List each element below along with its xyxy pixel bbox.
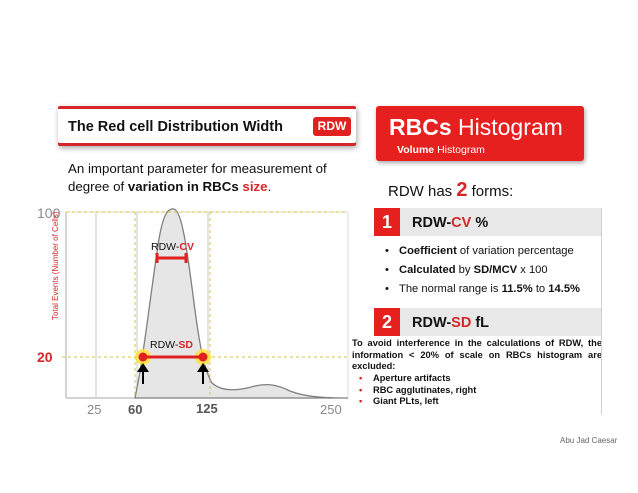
section2-label-red: SD [451,315,472,331]
section2-number: 2 [374,308,400,336]
section1-label-b: % [471,215,489,231]
section2-label: RDW-SD fL [412,315,489,331]
y-tick-20: 20 [37,349,53,365]
sd-label: RDW-SD [150,339,193,351]
rbc-title-rest: Histogram [451,114,563,140]
item-bold: 11.5% [501,283,533,295]
forms-line: RDW has 2 forms: [388,179,513,202]
sd-label-red: SD [178,339,193,351]
section2-list: Aperture artifacts RBC agglutinates, rig… [357,373,476,408]
section1-label-a: RDW- [412,215,452,231]
rbc-header [376,106,584,161]
cv-label-prefix: RDW- [151,241,180,253]
item-mid: to [532,283,549,295]
arrow-up-left-icon [137,363,149,384]
sd-point-left [138,352,148,362]
y-tick-100: 100 [37,205,61,221]
intro-size-word: size [242,179,268,194]
item-bold: Calculated [399,264,456,276]
intro-end: . [267,179,272,194]
cv-label: RDW-CV [151,241,194,253]
forms-pre: RDW has [388,183,457,200]
intro-text: An important parameter for measurement o… [68,160,358,196]
section2-bar [374,308,602,336]
rbc-title-bold: RBCs [389,114,452,140]
rbc-sub-bold: Volume [397,144,435,156]
intro-part-a: An important parameter for measurement o… [68,161,327,194]
author-credit: Abu Jad Caesar [560,436,618,445]
item-rest: by [455,264,474,276]
list-item: The normal range is 11.5% to 14.5% [383,280,580,299]
exclusion-note: To avoid interference in the calculation… [352,338,602,371]
sd-point-right [198,352,208,362]
list-item: Aperture artifacts [357,373,476,385]
right-divider [601,208,602,415]
arrow-up-right-icon [197,363,209,384]
forms-number: 2 [456,179,468,201]
forms-post: forms: [467,183,514,200]
item-pre: The normal range is [399,283,502,295]
list-item: Giant PLts, left [357,396,476,408]
item-bold-2: 14.5% [548,283,580,295]
item-bold-2: SD/MCV [473,264,518,276]
x-tick-250: 250 [320,402,342,417]
x-tick-60: 60 [128,402,142,417]
x-tick-125: 125 [196,401,218,416]
title-box [58,106,356,146]
section1-label-red: CV [451,215,472,231]
x-tick-25: 25 [87,402,101,417]
section1-label: RDW-CV % [412,215,488,231]
item-rest-2: x 100 [517,264,548,276]
item-bold: Coefficient [399,245,457,257]
item-rest: of variation percentage [456,245,574,257]
y-axis-label: Total Events (Number of Cells) [51,211,60,320]
list-item: Calculated by SD/MCV x 100 [383,261,580,280]
section1-number: 1 [374,208,400,236]
sd-label-prefix: RDW- [150,339,179,351]
rbc-subtitle: Volume Histogram [397,144,485,156]
histogram-curve [134,208,349,399]
rbc-histogram-title: RBCs Histogram [389,114,563,141]
rdw-badge: RDW [313,117,351,136]
section2-label-b: fL [471,315,490,331]
section2-label-a: RDW- [412,315,452,331]
list-item: RBC agglutinates, right [357,385,476,397]
cv-label-red: CV [179,241,194,253]
section1-bar [374,208,602,236]
section1-list: Coefficient of variation percentage Calc… [383,242,580,299]
rbc-sub-rest: Histogram [434,144,485,156]
page-title: The Red cell Distribution Width [68,119,283,135]
list-item: Coefficient of variation percentage [383,242,580,261]
intro-highlight: variation in RBCs [127,179,243,194]
